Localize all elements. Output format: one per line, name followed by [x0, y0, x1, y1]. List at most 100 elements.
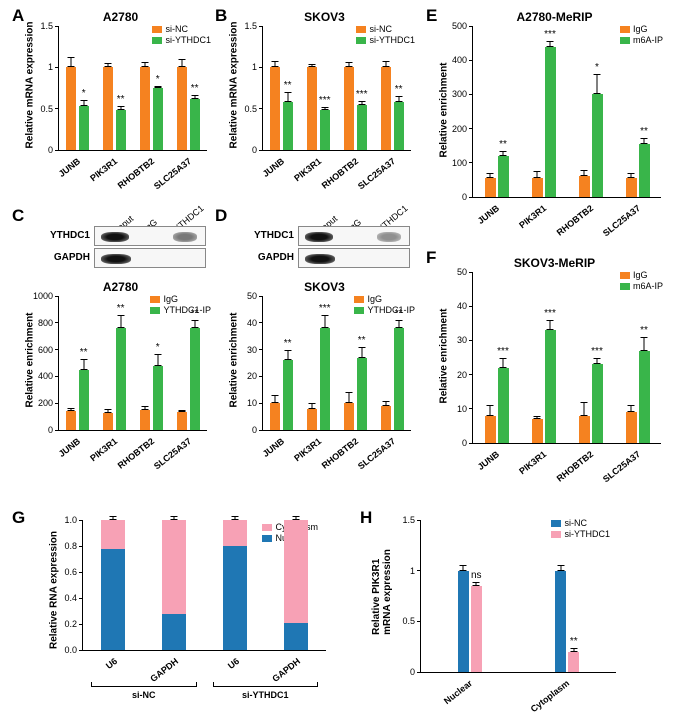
error-bar — [324, 315, 325, 328]
x-category-label: RHOBTB2 — [554, 449, 594, 484]
x-category-label: RHOBTB2 — [115, 436, 155, 471]
bar — [66, 67, 76, 150]
bar — [381, 67, 391, 150]
error-bar — [312, 64, 313, 67]
significance-marker: ** — [191, 308, 199, 319]
bar — [532, 178, 543, 197]
error-bar — [644, 138, 645, 144]
bar — [381, 406, 391, 430]
error-bar — [108, 409, 109, 413]
error-bar — [490, 405, 491, 415]
significance-marker: * — [156, 74, 160, 85]
bar — [545, 47, 556, 197]
bar — [639, 144, 650, 197]
bar — [66, 411, 76, 430]
bar — [626, 178, 637, 197]
y-tick-label: 0 — [48, 425, 59, 435]
y-tick-label: 0.4 — [64, 593, 83, 603]
y-tick-label: 1 — [252, 62, 263, 72]
bar — [626, 412, 637, 443]
error-bar — [108, 63, 109, 67]
x-category-label: Cytoplasm — [529, 678, 571, 714]
error-bar — [584, 402, 585, 416]
bar — [357, 358, 367, 430]
blot-ythdc1 — [94, 226, 206, 246]
y-axis-label: Relative PIK3R1 mRNA expression — [371, 549, 393, 635]
error-bar — [584, 170, 585, 177]
bar — [498, 156, 509, 197]
error-bar — [83, 100, 84, 107]
bar — [79, 370, 89, 430]
plot-area: 00.511.5nsNuclear**Cytoplasm — [420, 520, 616, 673]
significance-marker: ** — [117, 303, 125, 314]
y-tick-label: 0.5 — [244, 104, 263, 114]
y-tick-label: 0.0 — [64, 645, 83, 655]
error-bar — [503, 151, 504, 156]
error-bar — [71, 57, 72, 68]
y-tick-label: 20 — [247, 371, 263, 381]
bar — [568, 652, 579, 672]
bar — [357, 105, 367, 150]
blot-row-label: GAPDH — [28, 252, 90, 263]
segment-nuclear — [101, 549, 125, 650]
error-bar — [295, 516, 296, 520]
band — [173, 232, 197, 242]
y-tick-label: 1 — [410, 566, 421, 576]
x-category-label: U6 — [226, 656, 241, 671]
panel-label-h: H — [360, 508, 372, 528]
bar — [485, 178, 496, 197]
bar — [592, 94, 603, 197]
y-tick-label: 0.6 — [64, 567, 83, 577]
x-category-label: PIK3R1 — [517, 449, 548, 476]
panel-label-g: G — [12, 508, 25, 528]
bar — [532, 419, 543, 443]
bar — [283, 102, 293, 150]
plot-area: 01020304050**JUNB***PIK3R1**RHOBTB2**SLC… — [262, 296, 411, 431]
significance-marker: *** — [544, 308, 556, 319]
x-category-label: Nuclear — [442, 678, 474, 706]
segment-nuclear — [223, 546, 247, 650]
plot-area: 0.00.20.40.60.81.0U6GAPDHU6GAPDHsi-NCsi-… — [82, 520, 326, 651]
band — [305, 232, 333, 242]
y-tick-label: 600 — [38, 345, 59, 355]
significance-marker: * — [156, 342, 160, 353]
significance-marker: ns — [471, 570, 482, 581]
y-axis-label: Relative enrichment — [229, 312, 240, 407]
significance-marker: ** — [499, 139, 507, 150]
y-tick-label: 50 — [457, 267, 473, 277]
y-tick-label: 0 — [252, 145, 263, 155]
stacked-bar — [223, 520, 247, 650]
bar — [579, 176, 590, 197]
bar — [498, 368, 509, 443]
group-bracket — [213, 686, 319, 688]
bar — [177, 67, 187, 150]
x-category-label: SLC25A37 — [600, 449, 641, 484]
y-axis-label: Relative mRNA expression — [25, 22, 36, 149]
panel-d-blot: Input IgG YTHDC1 YTHDC1 GAPDH — [232, 208, 417, 270]
panel-label-d: D — [215, 206, 227, 226]
panel-c: A2780 IgG YTHDC1-IP Relative enrichment … — [28, 280, 213, 465]
error-bar — [83, 359, 84, 370]
x-category-label: JUNB — [260, 156, 285, 179]
y-axis-label: Relative enrichment — [25, 312, 36, 407]
blot-row-label: YTHDC1 — [28, 230, 90, 241]
error-bar — [194, 320, 195, 328]
x-category-label: RHOBTB2 — [554, 203, 594, 238]
y-tick-label: 30 — [247, 345, 263, 355]
bar — [320, 328, 330, 430]
plot-area: 0100200300400500**JUNB***PIK3R1*RHOBTB2*… — [472, 26, 661, 198]
bar — [116, 328, 126, 430]
significance-marker: ** — [570, 636, 578, 647]
error-bar — [275, 61, 276, 68]
x-category-label: PIK3R1 — [292, 436, 323, 463]
y-tick-label: 400 — [38, 371, 59, 381]
bar — [344, 403, 354, 430]
figure-page: A B E C D F G H A2780 si-NC si-YTHDC1 Re… — [0, 0, 678, 716]
significance-marker: ** — [395, 308, 403, 319]
y-tick-label: 1.5 — [40, 21, 59, 31]
bar — [177, 412, 187, 430]
group-label: si-YTHDC1 — [205, 690, 327, 700]
error-bar — [537, 171, 538, 178]
x-category-label: JUNB — [56, 156, 81, 179]
y-tick-label: 0.8 — [64, 541, 83, 551]
